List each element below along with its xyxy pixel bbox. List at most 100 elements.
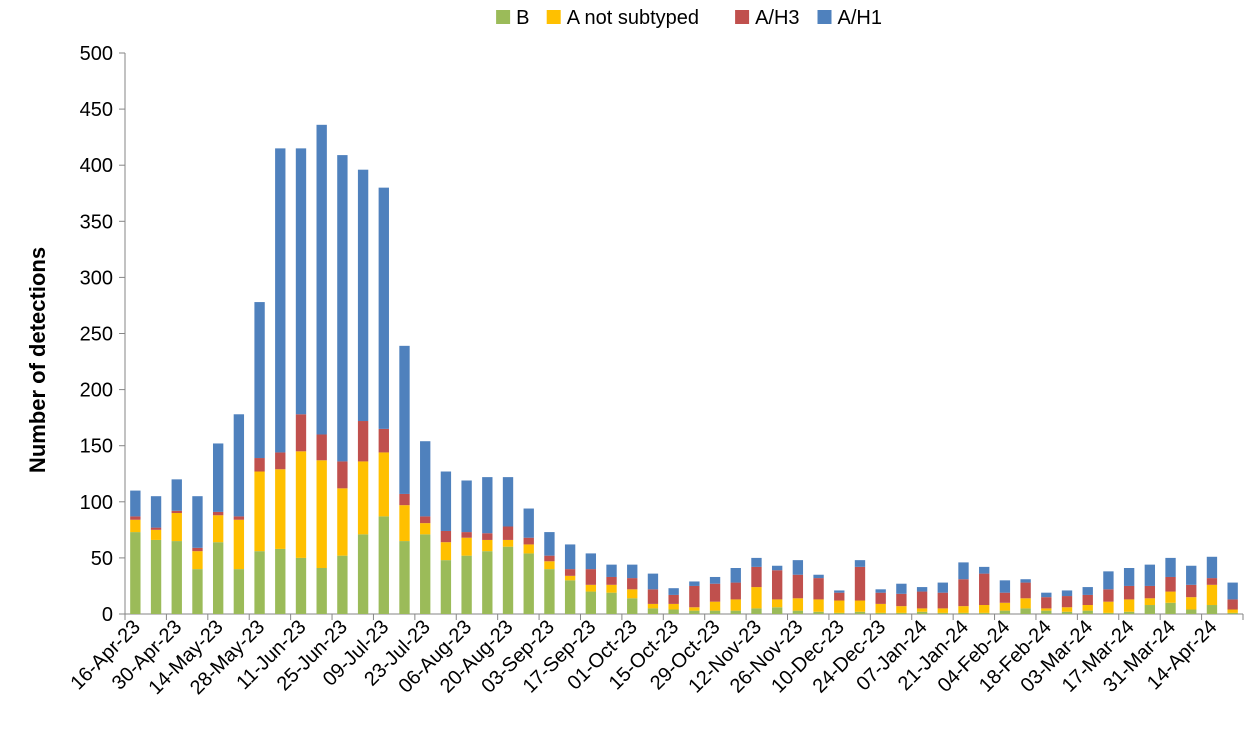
y-tick-label: 350 (80, 211, 113, 233)
bar-segment (337, 488, 348, 556)
bar-segment (337, 461, 348, 489)
bar-segment (275, 469, 286, 549)
y-tick-label: 100 (80, 492, 113, 514)
bar-segment (730, 582, 741, 600)
bar-segment (1206, 578, 1218, 585)
bar-segment (192, 569, 203, 614)
x-axis: 16-Apr-2330-Apr-2314-May-2328-May-2311-J… (66, 613, 1244, 699)
bar-segment (751, 566, 762, 588)
bar-segment (378, 516, 389, 614)
bar-segment (792, 574, 804, 599)
bar-segment (813, 574, 824, 579)
legend-label: B (516, 7, 529, 29)
bar-segment (461, 555, 472, 614)
bar-segment (1020, 582, 1031, 599)
legend-label: A not subtyped (567, 7, 699, 29)
bar-segment (399, 541, 410, 614)
bar-segment (792, 610, 804, 614)
bar-segment (233, 516, 245, 520)
bar-segment (461, 480, 472, 533)
bar-segment (378, 452, 389, 517)
bar-segment (502, 477, 514, 527)
bar-segment (585, 553, 597, 570)
bar-segment (647, 608, 659, 614)
legend-swatch (496, 10, 511, 24)
bar-segment (709, 576, 721, 584)
bar-segment (1227, 609, 1238, 613)
bar-segment (730, 610, 741, 614)
bar-segment (834, 592, 845, 601)
bar-segment (357, 534, 369, 614)
bar-segment (440, 471, 452, 531)
bar-segment (979, 612, 990, 614)
bar-segment (771, 607, 783, 614)
bar-segment (999, 602, 1011, 611)
bar-segment (627, 589, 638, 599)
bar-segment (275, 452, 286, 470)
bar-segment (192, 496, 203, 548)
bar-segment (751, 587, 762, 609)
bar-segment (1061, 596, 1073, 608)
bar-segment (1206, 605, 1218, 614)
bar-segment (1061, 607, 1073, 612)
bar-segment (233, 414, 245, 517)
bar-segment (150, 529, 162, 540)
bar-segment (254, 302, 265, 459)
bar-segment (1020, 579, 1031, 583)
bar-segment (1123, 568, 1135, 586)
bar-segment (295, 557, 307, 614)
bar-segment (875, 603, 886, 613)
bar-segment (233, 519, 245, 570)
bar-segment (523, 553, 534, 614)
bar-segment (689, 581, 700, 586)
bar-segment (937, 612, 948, 614)
bar-segment (420, 516, 431, 524)
bar-segment (1103, 601, 1114, 613)
bar-segment (771, 570, 783, 600)
bar-segment (130, 532, 141, 614)
legend-swatch (735, 10, 750, 24)
bar-segment (337, 555, 348, 614)
bar-segment (1227, 612, 1238, 614)
bar-segment (544, 561, 555, 570)
bar-segment (150, 539, 162, 614)
legend-swatch (546, 10, 561, 24)
bar-segment (979, 605, 990, 613)
y-axis-title: Number of detections (25, 247, 50, 473)
bar-segment (212, 443, 224, 512)
bar-segment (254, 458, 265, 472)
bar-segment (916, 587, 928, 592)
bar-segment (523, 508, 534, 538)
bar-segment (212, 511, 224, 516)
bar-segment (606, 584, 617, 593)
bar-segment (916, 591, 928, 609)
bar-segment (502, 546, 514, 614)
bar-segment (337, 155, 348, 462)
bar-segment (792, 560, 804, 575)
bar-segment (854, 600, 866, 612)
bar-segment (916, 608, 928, 612)
bar-segment (627, 564, 638, 579)
bar-segment (668, 588, 679, 595)
bar-segment (979, 573, 990, 606)
bar-segment (564, 580, 576, 614)
bar-segment (378, 428, 389, 453)
bar-segment (1123, 599, 1135, 612)
legend-label: A/H1 (838, 7, 882, 29)
bar-segment (275, 548, 286, 614)
bar-segment (1041, 597, 1052, 609)
bar-segment (378, 187, 389, 429)
bar-segment (585, 569, 597, 585)
bar-segment (1061, 590, 1073, 597)
bar-segment (1186, 597, 1197, 610)
bar-segment (647, 573, 659, 590)
bar-segment (1206, 556, 1218, 579)
bar-segment (627, 578, 638, 590)
bar-segment (1186, 565, 1197, 585)
bar-segment (316, 460, 327, 568)
bar-segment (627, 598, 638, 614)
bar-segment (420, 534, 431, 614)
bar-segment (212, 542, 224, 614)
bar-segment (440, 530, 452, 543)
